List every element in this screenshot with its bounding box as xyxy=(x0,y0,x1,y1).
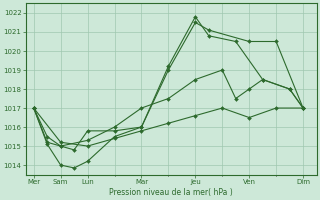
X-axis label: Pression niveau de la mer( hPa ): Pression niveau de la mer( hPa ) xyxy=(109,188,233,197)
